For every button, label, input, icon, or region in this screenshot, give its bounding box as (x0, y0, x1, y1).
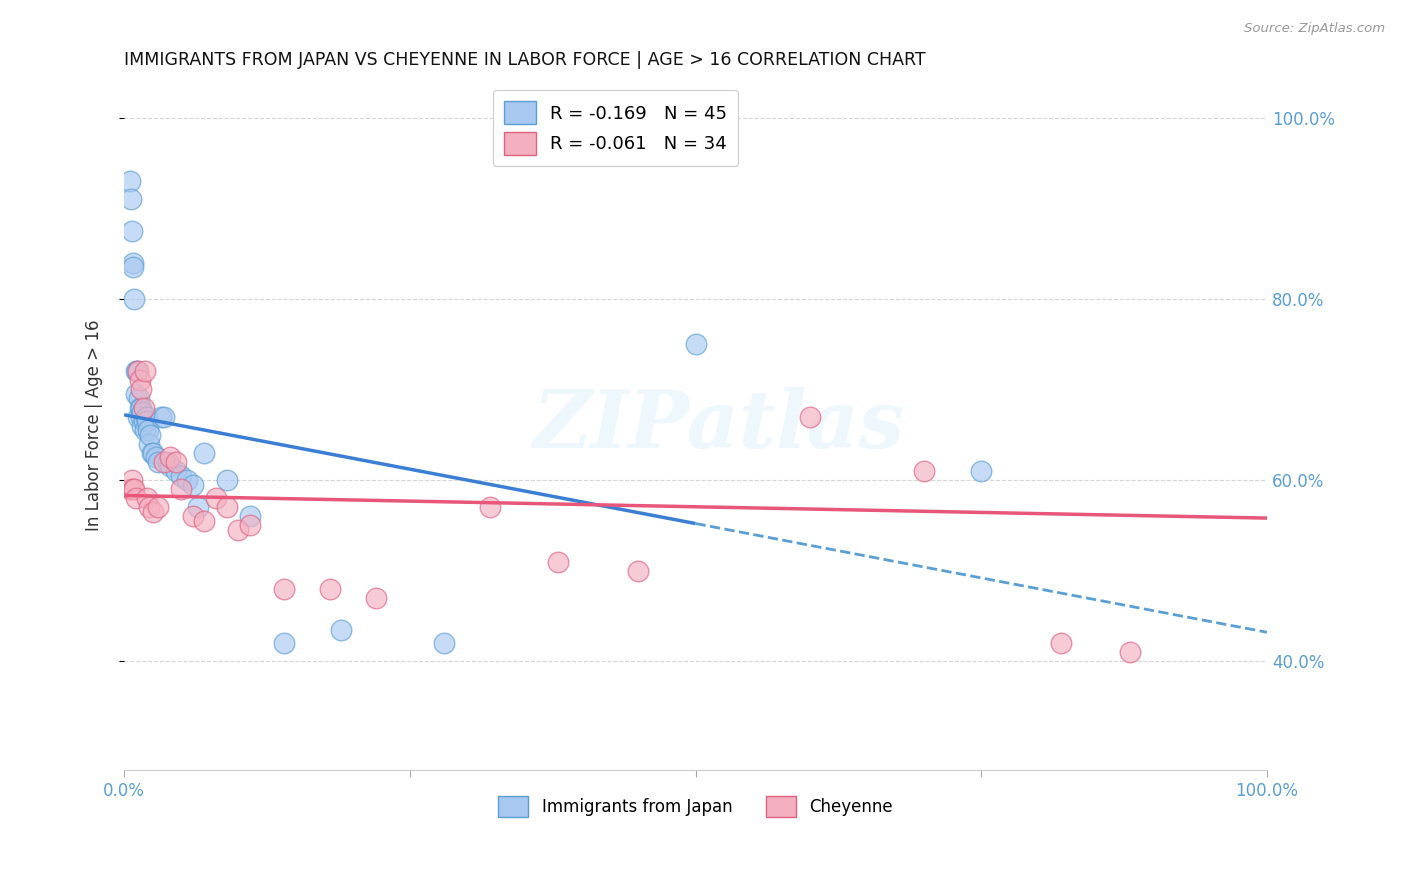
Point (170, 468, 193, 483)
Point (118, 174, 141, 188)
Point (181, 477, 204, 491)
Point (228, 523, 250, 537)
Point (135, 409, 157, 424)
Point (159, 450, 181, 465)
Point (128, 392, 150, 406)
Point (121, 473, 143, 487)
Point (124, 491, 146, 505)
Point (139, 427, 162, 442)
Point (156, 455, 179, 469)
Point (170, 482, 193, 496)
Point (129, 373, 152, 387)
Text: IMMIGRANTS FROM JAPAN VS CHEYENNE IN LABOR FORCE | AGE > 16 CORRELATION CHART: IMMIGRANTS FROM JAPAN VS CHEYENNE IN LAB… (124, 51, 925, 69)
Point (193, 446, 215, 460)
Point (142, 446, 165, 460)
Point (330, 623, 353, 637)
Point (273, 582, 295, 596)
Point (131, 418, 153, 433)
Point (127, 364, 149, 378)
Point (364, 591, 387, 605)
Point (136, 423, 159, 437)
Point (239, 509, 262, 524)
Point (120, 192, 142, 206)
Point (132, 401, 155, 415)
Text: Source: ZipAtlas.com: Source: ZipAtlas.com (1244, 22, 1385, 36)
Point (215, 500, 238, 515)
Point (193, 514, 215, 528)
Point (124, 292, 146, 306)
Text: ZIPatlas: ZIPatlas (533, 387, 904, 465)
Point (129, 401, 152, 415)
Legend: Immigrants from Japan, Cheyenne: Immigrants from Japan, Cheyenne (492, 789, 900, 823)
Point (799, 409, 821, 424)
Point (319, 582, 342, 596)
Point (124, 387, 146, 401)
Point (124, 482, 146, 496)
Point (145, 450, 167, 465)
Point (142, 505, 165, 519)
Point (136, 491, 159, 505)
Y-axis label: In Labor Force | Age > 16: In Labor Force | Age > 16 (86, 320, 103, 532)
Point (122, 255, 145, 269)
Point (181, 509, 204, 524)
Point (912, 464, 935, 478)
Point (129, 401, 152, 415)
Point (478, 500, 501, 515)
Point (1050, 636, 1073, 650)
Point (129, 409, 152, 424)
Point (970, 464, 993, 478)
Point (153, 455, 176, 469)
Point (685, 337, 707, 351)
Point (134, 423, 156, 437)
Point (129, 383, 152, 397)
Point (122, 260, 145, 274)
Point (122, 482, 145, 496)
Point (273, 636, 295, 650)
Point (136, 414, 159, 428)
Point (165, 464, 187, 478)
Point (1119, 645, 1142, 659)
Point (136, 409, 159, 424)
Point (159, 459, 181, 474)
Point (127, 409, 149, 424)
Point (149, 409, 172, 424)
Point (148, 455, 170, 469)
Point (121, 224, 143, 238)
Point (125, 364, 148, 378)
Point (239, 518, 262, 533)
Point (165, 455, 187, 469)
Point (124, 364, 146, 378)
Point (204, 491, 226, 505)
Point (547, 555, 569, 569)
Point (433, 636, 456, 650)
Point (141, 446, 163, 460)
Point (131, 405, 153, 419)
Point (132, 414, 155, 428)
Point (153, 409, 176, 424)
Point (627, 564, 650, 578)
Point (138, 500, 160, 515)
Point (138, 437, 160, 451)
Point (215, 473, 238, 487)
Point (118, 482, 141, 496)
Point (176, 473, 198, 487)
Point (134, 364, 156, 378)
Point (187, 500, 209, 515)
Point (148, 500, 170, 515)
